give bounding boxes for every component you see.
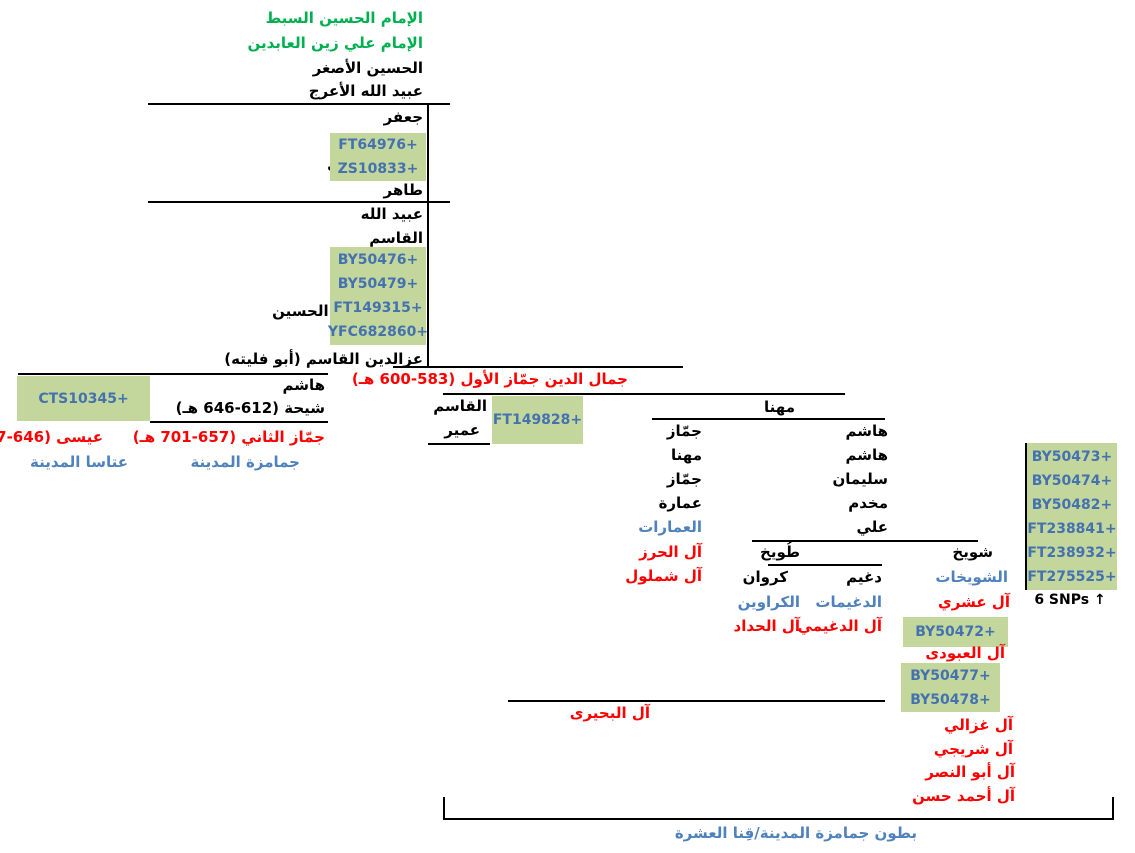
- bracket-tick-left: [443, 797, 445, 820]
- clan-jamamzat-almadina: جمامزة المدينة: [190, 453, 300, 471]
- snp-marker: FT238841+: [1027, 520, 1117, 537]
- snp-marker: FT64976+: [338, 137, 418, 153]
- name-jafar: جعفر: [383, 108, 423, 126]
- clan-al-shariji: آل شريجي: [933, 740, 1013, 758]
- name-muhanna-top: مهنا: [764, 398, 795, 416]
- snp-box-qasim-branch: FT149828+: [492, 396, 583, 444]
- snp-marker: BY50477+: [910, 667, 991, 684]
- clan-dughaymat: الدغيمات: [815, 593, 882, 611]
- name-sulayman: سليمان: [832, 470, 889, 488]
- snp-marker: FT149828+: [492, 412, 583, 428]
- snp-marker: ZS10833+: [337, 161, 419, 177]
- snp-marker: BY50476+: [337, 252, 419, 268]
- clan-al-ghazali: آل غزالي: [944, 716, 1013, 734]
- clan-karawin: الكراوين: [737, 593, 800, 611]
- six-snps-label: 6 SNPs ↑: [1034, 592, 1106, 608]
- name-amara: عمارة: [658, 494, 702, 512]
- name-kirwan: كروان: [742, 568, 788, 586]
- name-husayn-asghar: الحسين الأصغر: [312, 59, 423, 77]
- tree-line: [768, 564, 882, 566]
- clan-al-ahmad-hasan: آل أحمد حسن: [912, 787, 1015, 805]
- name-dughaym: دغيم: [846, 568, 882, 586]
- tree-line: [508, 700, 885, 702]
- name-ubaydallah: عبيد الله: [360, 205, 423, 223]
- snp-marker: BY50473+: [1031, 448, 1113, 465]
- name-isa: عيسى (646-657 هـ): [0, 428, 103, 446]
- tree-line: [18, 373, 328, 375]
- tree-line: [752, 540, 978, 542]
- name-muhanna-a: مهنا: [671, 446, 702, 464]
- name-hashim-b1: هاشم: [845, 422, 888, 440]
- snp-box-terminal: BY50473+ BY50474+ BY50482+ FT238841+ FT2…: [1025, 443, 1117, 590]
- tree-line: [148, 201, 450, 203]
- name-ali: علي: [856, 518, 888, 536]
- tree-line: [443, 393, 845, 395]
- clan-al-abudi: آل العبودى: [925, 644, 1005, 662]
- name-izz-aldin-qasim: عزالدين القاسم (أبو فليته): [224, 350, 423, 368]
- snp-marker: CTS10345+: [38, 390, 129, 407]
- name-hashim-b2: هاشم: [845, 446, 888, 464]
- clan-al-dughaymi: آل الدغيمي: [797, 617, 882, 635]
- name-shiha: شيحة (612-646 هـ): [175, 399, 325, 417]
- name-jammaz-b: جمّاز: [666, 470, 702, 488]
- clan-al-buhayri: آل البحيرى: [569, 704, 650, 722]
- bracket-line: [443, 818, 1114, 820]
- name-imam-ali-zayn: الإمام علي زين العابدين: [247, 34, 423, 52]
- snp-box-ashri-branch: BY50472+: [903, 617, 1008, 647]
- tree-line: [393, 366, 683, 368]
- name-hashim: هاشم: [282, 376, 325, 394]
- name-qasim: القاسم: [369, 229, 423, 247]
- name-jammaz-thani: جمّاز الثاني (657-701 هـ): [132, 428, 325, 446]
- tree-line: [428, 443, 490, 445]
- name-qasim-2: القاسم: [433, 397, 487, 415]
- snp-box-cts: CTS10345+: [17, 376, 150, 421]
- snp-box-hasan-branch: FT64976+ ZS10833+: [330, 133, 426, 181]
- snp-marker: BY50474+: [1031, 472, 1113, 489]
- snp-box-dawud-branch: BY50476+ BY50479+ FT149315+ YFC682860+: [327, 247, 429, 345]
- snp-marker: FT149315+: [333, 300, 423, 316]
- clan-al-hirz: آل الحرز: [639, 543, 702, 561]
- snp-marker: BY50472+: [915, 624, 996, 640]
- clan-al-abu-alnasr: آل أبو النصر: [925, 763, 1015, 781]
- name-shuwaykh: شويخ: [952, 543, 993, 561]
- clan-al-haddad: آل الحداد: [733, 617, 800, 635]
- snp-marker: FT275525+: [1027, 568, 1117, 585]
- snp-box-abudi-branch: BY50477+ BY50478+: [901, 663, 1000, 712]
- snp-marker: FT238932+: [1027, 544, 1117, 561]
- name-ubaydallah-araj: عبيد الله الأعرج: [308, 82, 423, 100]
- snp-marker: YFC682860+: [327, 324, 429, 340]
- tree-line: [652, 418, 885, 420]
- name-mukhdim: مخدم: [848, 494, 888, 512]
- bracket-tick-right: [1112, 797, 1114, 820]
- footer-caption: بطون جمامزة المدينة/قِنا العشرة: [674, 824, 917, 842]
- name-jammaz-awwal: جمال الدين جمّاز الأول (583-600 هـ): [351, 370, 628, 388]
- name-imam-husayn: الإمام الحسين السبط: [265, 9, 423, 27]
- name-tahir: طاهر: [383, 181, 424, 199]
- name-umayr: عمير: [444, 421, 480, 439]
- tree-line: [150, 421, 328, 423]
- clan-atasa-almadina: عتاسا المدينة: [30, 453, 128, 471]
- name-tuwaykh: طُويخ: [760, 543, 800, 561]
- clan-al-shamlul: آل شملول: [625, 567, 702, 585]
- name-jammaz-a: جمّاز: [666, 422, 702, 440]
- snp-marker: BY50478+: [910, 691, 991, 708]
- clan-al-ashri: آل عشري: [938, 593, 1010, 611]
- clan-shuwaykhat: الشويخات: [935, 568, 1008, 586]
- tree-line: [427, 103, 429, 367]
- snp-marker: BY50479+: [337, 276, 419, 292]
- tree-line: [148, 103, 450, 105]
- clan-amarat: العمارات: [638, 518, 702, 536]
- snp-marker: BY50482+: [1031, 496, 1113, 513]
